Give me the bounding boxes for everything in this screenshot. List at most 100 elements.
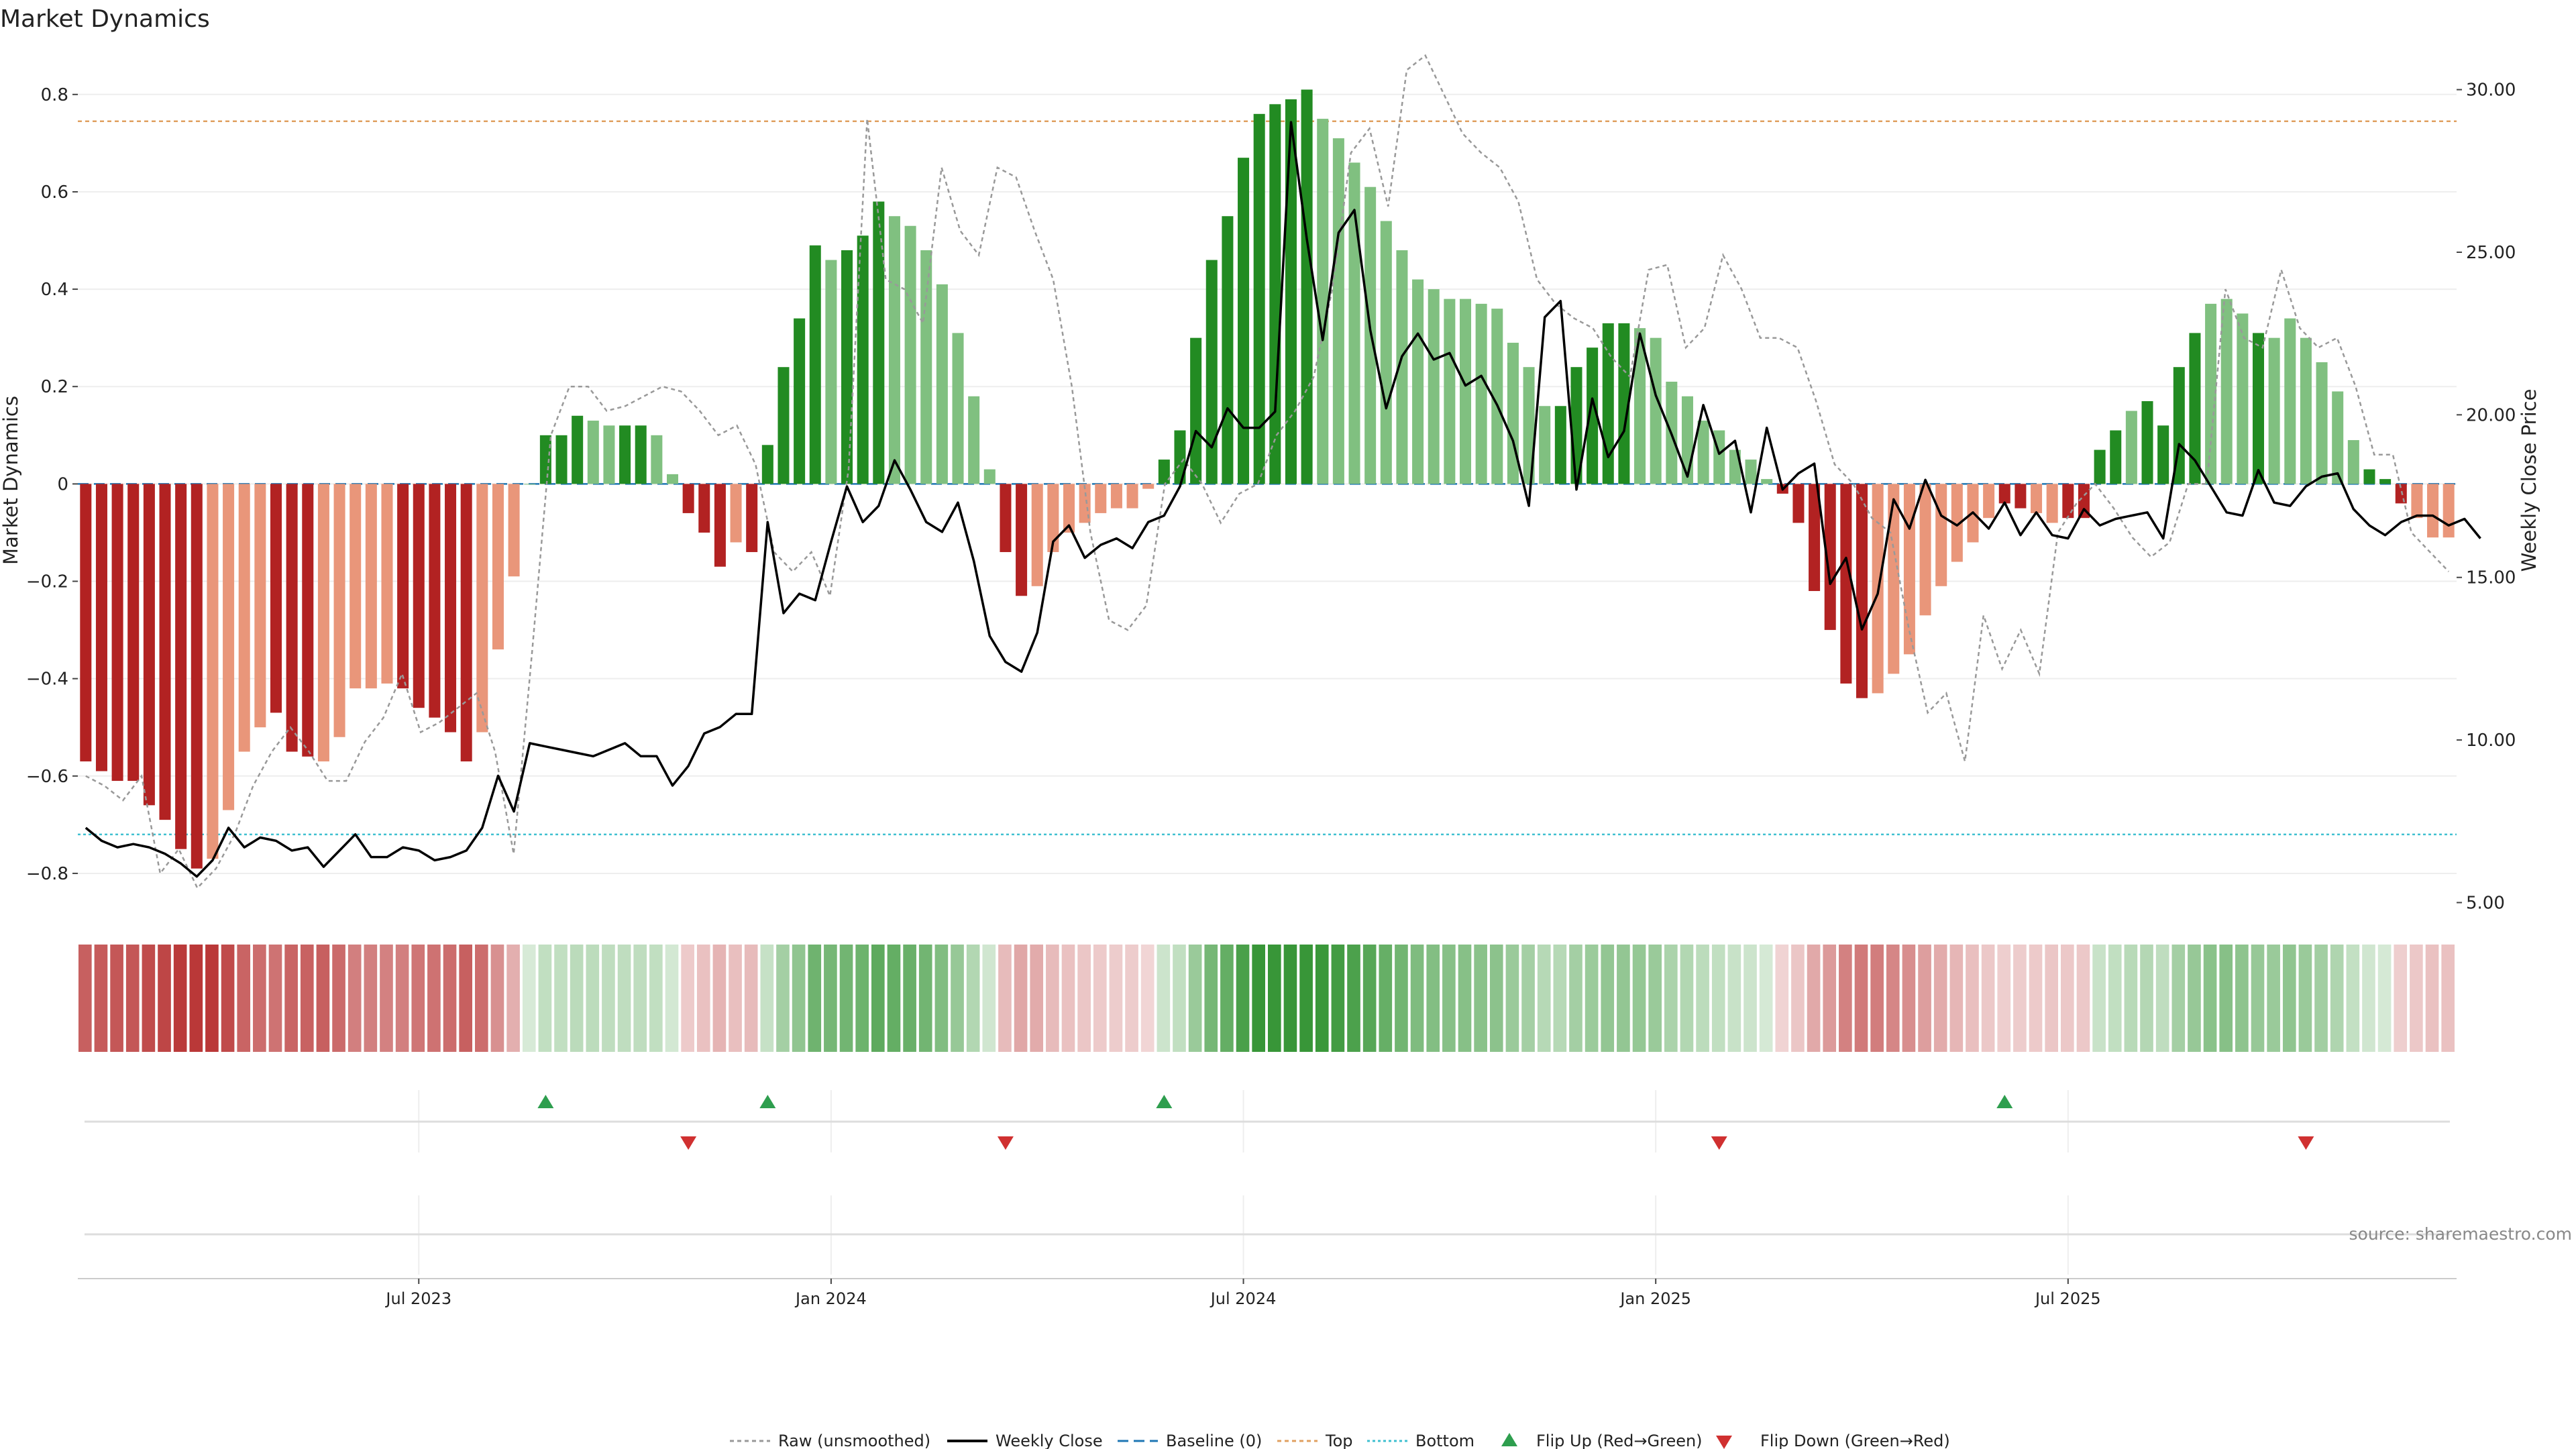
dynamics-bar-78 — [1317, 119, 1329, 484]
dynamics-bar-95 — [1587, 347, 1599, 484]
dynamics-bar-140 — [2300, 337, 2312, 484]
gauge-cell-89 — [1489, 945, 1503, 1052]
dynamics-bar-5 — [159, 484, 171, 820]
gauge-cell-115 — [1902, 945, 1916, 1052]
dynamics-bar-91 — [1523, 367, 1535, 484]
gauge-cell-112 — [1854, 945, 1868, 1052]
gauge-cell-146 — [2394, 945, 2408, 1052]
dynamics-bar-77 — [1301, 89, 1313, 484]
dynamics-bar-35 — [635, 425, 647, 484]
gauge-cell-127 — [2092, 945, 2106, 1052]
dynamics-bar-135 — [2220, 299, 2233, 484]
gauge-cell-106 — [1759, 945, 1773, 1052]
gauge-cell-16 — [332, 945, 345, 1052]
gauge-cell-36 — [649, 945, 663, 1052]
dynamics-bar-109 — [1809, 484, 1821, 592]
legend-flip-up-label: Flip Up (Red→Green) — [1536, 1432, 1703, 1449]
dynamics-bar-49 — [857, 235, 869, 484]
y-tick-label: −0.2 — [26, 572, 68, 592]
dynamics-bar-144 — [2363, 469, 2375, 484]
dynamics-bar-112 — [1856, 484, 1868, 698]
gauge-cell-105 — [1743, 945, 1757, 1052]
gauge-cell-37 — [665, 945, 679, 1052]
dynamics-bar-17 — [350, 484, 362, 689]
gauge-cell-66 — [1125, 945, 1138, 1052]
gauge-cell-13 — [284, 945, 298, 1052]
gauge-cell-12 — [268, 945, 282, 1052]
y2-tick-label: 15.00 — [2466, 568, 2516, 588]
gauge-cell-139 — [2282, 945, 2296, 1052]
gauge-cell-26 — [490, 945, 504, 1052]
gauge-cell-65 — [1109, 945, 1123, 1052]
gauge-cell-83 — [1395, 945, 1408, 1052]
flip-up-marker-1 — [759, 1095, 776, 1108]
dynamics-bar-11 — [254, 484, 266, 728]
gauge-cell-39 — [696, 945, 710, 1052]
dynamics-bar-87 — [1459, 299, 1472, 484]
dynamics-bar-39 — [698, 484, 710, 533]
flip-up-marker-3 — [1996, 1095, 2013, 1108]
gauge-cell-116 — [1918, 945, 1931, 1052]
gauge-cell-73 — [1236, 945, 1250, 1052]
dynamics-bar-21 — [413, 484, 425, 708]
gauge-cell-142 — [2330, 945, 2344, 1052]
dynamics-bar-121 — [1998, 484, 2010, 504]
dynamics-bar-3 — [127, 484, 140, 782]
dynamics-bar-114 — [1888, 484, 1900, 674]
dynamics-bar-88 — [1475, 303, 1487, 484]
dynamics-bar-128 — [2110, 430, 2122, 484]
dynamics-bar-125 — [2062, 484, 2074, 519]
dynamics-bar-0 — [80, 484, 92, 762]
dynamics-bar-4 — [143, 484, 155, 806]
flip-down-marker-3 — [2298, 1136, 2314, 1150]
gauge-cell-99 — [1648, 945, 1662, 1052]
dynamics-bar-26 — [492, 484, 504, 650]
gauge-cell-1 — [94, 945, 108, 1052]
gauge-cell-35 — [633, 945, 647, 1052]
dynamics-bar-106 — [1761, 479, 1773, 484]
dynamics-bar-83 — [1396, 250, 1408, 484]
gauge-cell-85 — [1426, 945, 1440, 1052]
dynamics-bar-143 — [2347, 440, 2359, 484]
flip-down-marker-1 — [997, 1136, 1014, 1150]
gauge-cell-62 — [1061, 945, 1075, 1052]
dynamics-bar-85 — [1428, 289, 1440, 484]
gauge-cell-111 — [1839, 945, 1852, 1052]
dynamics-bar-19 — [381, 484, 393, 684]
dynamics-bar-38 — [682, 484, 694, 513]
gauge-cell-140 — [2298, 945, 2312, 1052]
dynamics-bar-84 — [1412, 279, 1424, 484]
dynamics-bar-14 — [302, 484, 314, 757]
dynamics-bar-27 — [508, 484, 520, 577]
gauge-cell-122 — [2013, 945, 2027, 1052]
dynamics-bar-55 — [952, 333, 964, 484]
dynamics-bar-110 — [1824, 484, 1836, 631]
dynamics-bar-34 — [619, 425, 631, 484]
gauge-cell-81 — [1362, 945, 1377, 1052]
gauge-cell-6 — [173, 945, 187, 1052]
gauge-cell-69 — [1173, 945, 1186, 1052]
gauge-cell-97 — [1617, 945, 1630, 1052]
dynamics-bar-130 — [2141, 401, 2153, 484]
gauge-cell-2 — [110, 945, 123, 1052]
legend-raw-label: Raw (unsmoothed) — [778, 1432, 930, 1449]
dynamics-bar-62 — [1063, 484, 1075, 533]
gauge-cell-49 — [855, 945, 869, 1052]
gauge-cell-51 — [887, 945, 901, 1052]
gauge-cell-138 — [2267, 945, 2280, 1052]
gauge-cell-120 — [1981, 945, 1995, 1052]
dynamics-bar-127 — [2094, 449, 2106, 484]
gauge-cell-136 — [2235, 945, 2249, 1052]
dynamics-bar-47 — [825, 260, 837, 484]
dynamics-bar-68 — [1158, 460, 1170, 484]
dynamics-bar-50 — [873, 201, 885, 484]
gauge-cell-82 — [1379, 945, 1393, 1052]
dynamics-bar-148 — [2427, 484, 2439, 538]
y-tick-label: 0.6 — [41, 182, 68, 203]
gauge-cell-144 — [2362, 945, 2375, 1052]
y2-tick-label: 20.00 — [2466, 405, 2516, 425]
gauge-cell-33 — [602, 945, 615, 1052]
gauge-cell-78 — [1315, 945, 1329, 1052]
series-lines — [85, 54, 2481, 890]
gauge-cell-23 — [443, 945, 457, 1052]
